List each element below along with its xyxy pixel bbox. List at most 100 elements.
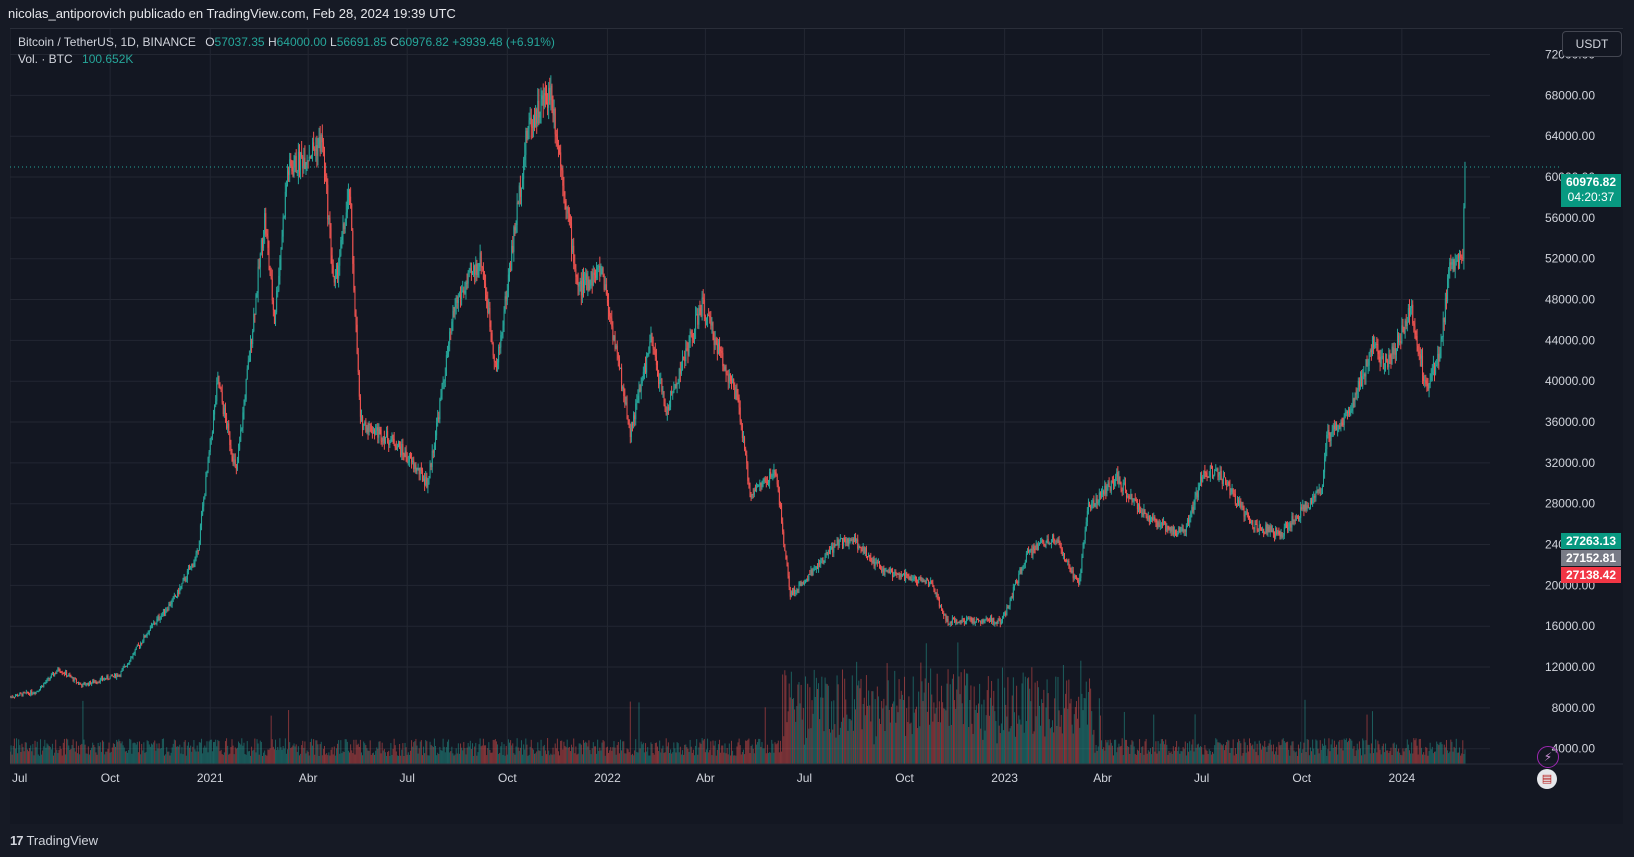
volume-bar (624, 753, 626, 764)
volume-bar (1294, 752, 1296, 764)
volume-bar (1118, 743, 1120, 764)
volume-bar (699, 742, 701, 764)
candle (1386, 353, 1388, 363)
candle (786, 555, 788, 567)
candle (708, 308, 710, 317)
volume-bar (1134, 753, 1136, 764)
candle (1171, 526, 1173, 536)
volume-bar (213, 742, 214, 764)
volume-bar (189, 747, 191, 764)
volume-bar (354, 754, 356, 764)
volume-bar (221, 754, 223, 764)
candle (389, 439, 391, 449)
candle (640, 377, 642, 400)
candle (1126, 489, 1128, 503)
price-axis[interactable]: 72000.0068000.0064000.0060000.0056000.00… (1545, 48, 1595, 756)
candle (1304, 501, 1306, 512)
volume-bar (1020, 724, 1022, 764)
candle (120, 670, 122, 678)
volume-bar (510, 740, 512, 764)
candle (812, 567, 814, 576)
symbol-title[interactable]: Bitcoin / TetherUS, 1D, BINANCE (18, 35, 196, 49)
volume-bar (1329, 751, 1331, 764)
volume-bar (642, 742, 644, 764)
candle (388, 438, 390, 453)
lightning-icon[interactable]: ⚡ (1537, 746, 1559, 768)
volume-bar (345, 739, 347, 764)
volume-bar (1152, 746, 1154, 764)
time-axis[interactable]: Jul Oct 2021 Abr Jul Oct 2022 Abr Jul Oct 2023 Abr J… (10, 763, 1623, 785)
brand-footer[interactable]: 17 TradingView (10, 830, 98, 852)
candle (772, 469, 774, 481)
chart-area[interactable]: 72000.0068000.0064000.0060000.0056000.00… (10, 28, 1623, 824)
candle (59, 668, 61, 674)
candle (1403, 326, 1405, 335)
volume-bar (1270, 744, 1272, 764)
volume-bar (600, 750, 602, 764)
candle (836, 536, 838, 546)
volume-bar (23, 751, 25, 764)
candle (1130, 488, 1132, 500)
volume-bar (1447, 750, 1449, 764)
volume-bar (460, 743, 462, 764)
candle (659, 373, 661, 392)
candle (1133, 498, 1135, 507)
candle (862, 543, 864, 556)
currency-button[interactable]: USDT (1562, 31, 1622, 57)
candle (818, 559, 820, 573)
volume-bar (908, 696, 910, 764)
candle (398, 440, 399, 448)
volume-bar (724, 743, 726, 764)
volume-bar (566, 739, 568, 764)
candle (752, 488, 754, 499)
volume-bar (597, 739, 599, 764)
candle (791, 587, 793, 596)
candle (123, 663, 125, 668)
candle (973, 616, 975, 625)
volume-bar (147, 741, 149, 764)
candle (194, 556, 196, 568)
candle (266, 228, 268, 239)
candle (92, 679, 94, 684)
volume-bar (685, 744, 687, 764)
candle (1309, 497, 1311, 510)
candle (901, 573, 903, 578)
candle (552, 95, 554, 123)
candle (1333, 419, 1335, 436)
candle (958, 621, 960, 624)
candlestick-chart[interactable]: 72000.0068000.0064000.0060000.0056000.00… (10, 29, 1623, 824)
candle (160, 613, 162, 620)
volume-bar (198, 742, 200, 764)
candle (407, 455, 409, 466)
volume-bar (1181, 751, 1183, 764)
candle (1054, 538, 1056, 545)
volume-bar (1064, 708, 1065, 764)
candle (39, 685, 41, 691)
volume-bar (572, 747, 574, 764)
volume-bar (1114, 739, 1116, 764)
candle (624, 388, 626, 408)
volume-bar (971, 723, 973, 764)
volume-bar (808, 728, 810, 764)
candle (1075, 575, 1077, 580)
candle (191, 563, 193, 571)
volume-bar (525, 738, 527, 764)
candle (362, 415, 364, 437)
volume-bar (1106, 742, 1108, 764)
candle (993, 617, 995, 626)
us-flag-icon[interactable]: ▤ (1537, 769, 1557, 789)
candle (1314, 493, 1316, 503)
volume-bar (922, 701, 924, 764)
volume-bar (1048, 719, 1050, 764)
candle (665, 406, 667, 416)
volume-bar (783, 736, 785, 764)
volume-bar (756, 744, 758, 764)
candle (643, 363, 645, 380)
candle (546, 85, 547, 105)
volume-bar (1087, 692, 1089, 764)
volume-bar (464, 748, 466, 764)
candle (132, 653, 134, 660)
candle (236, 456, 238, 471)
volume-label[interactable]: Vol. · BTC (18, 52, 73, 66)
candle (676, 382, 678, 394)
